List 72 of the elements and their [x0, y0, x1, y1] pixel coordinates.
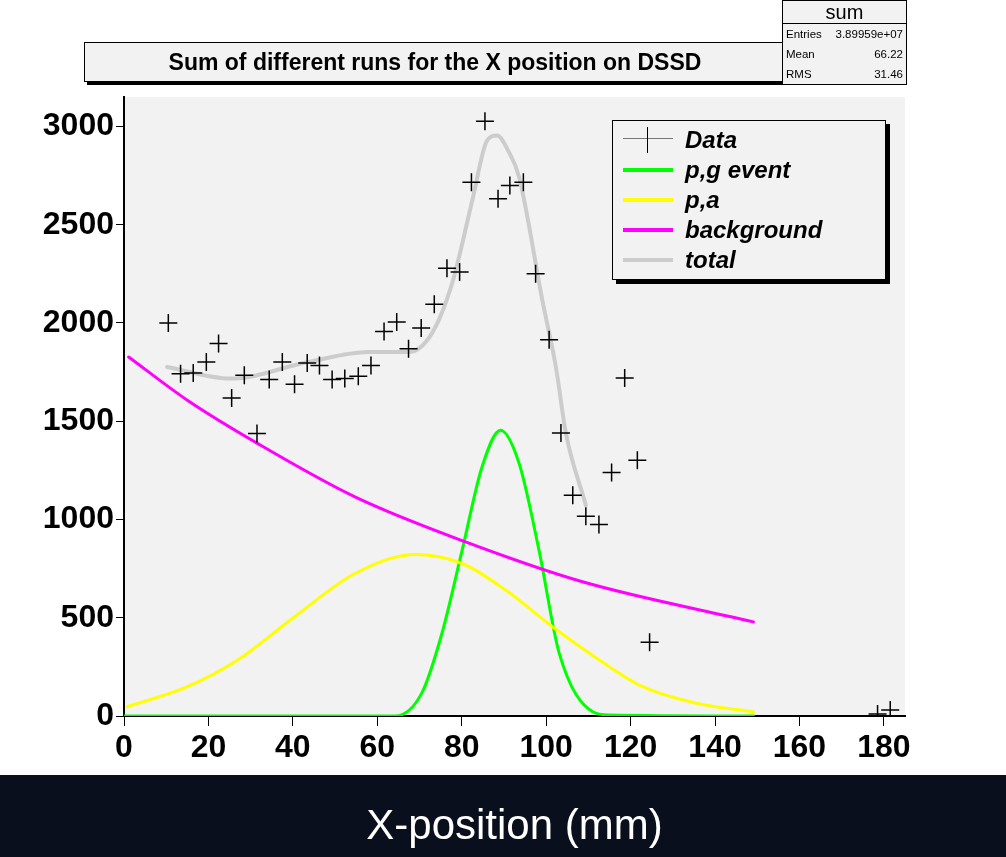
point — [488, 189, 508, 209]
point — [601, 462, 622, 483]
line-series — [165, 133, 588, 508]
point — [461, 172, 482, 193]
text: Mean — [786, 48, 815, 60]
point — [411, 318, 431, 338]
legend-label: background — [685, 216, 823, 244]
point — [348, 366, 369, 386]
point — [297, 353, 317, 373]
text: sum — [783, 1, 906, 24]
point — [589, 514, 609, 535]
line-series — [125, 552, 755, 714]
y-tick-label: 0 — [96, 695, 114, 732]
x-tick-label: 140 — [688, 728, 742, 765]
legend-label: p,a — [685, 186, 720, 214]
text: RMS — [786, 68, 812, 80]
legend-label: total — [685, 246, 736, 274]
point — [424, 294, 445, 315]
x-tick-label: 160 — [772, 728, 827, 765]
point — [576, 506, 596, 526]
y-tick-label: 3000 — [42, 106, 114, 143]
point — [449, 262, 470, 282]
point — [398, 338, 419, 359]
x-tick-label: 180 — [857, 728, 911, 765]
point — [284, 374, 305, 395]
chart-title: Sum of different runs for the X position on DSSD — [84, 42, 786, 82]
point — [475, 111, 495, 132]
point — [183, 363, 203, 383]
point — [247, 423, 267, 444]
point — [272, 352, 293, 372]
point — [158, 313, 179, 333]
y-tick-label: 2500 — [42, 204, 114, 241]
x-tick-label: 60 — [359, 728, 396, 765]
y-tick-label: 500 — [60, 597, 114, 634]
y-tick-label: 1000 — [42, 499, 114, 536]
x-tick-label: 120 — [603, 728, 658, 765]
legend-label: p,g event — [685, 156, 791, 184]
y-tick-label: 1500 — [42, 401, 114, 438]
point — [386, 312, 407, 332]
legend-label: Data — [685, 126, 738, 154]
point — [513, 172, 534, 193]
point — [234, 365, 255, 386]
line-series — [127, 355, 755, 624]
point — [563, 485, 583, 505]
point — [208, 333, 229, 354]
text: 31.46 — [874, 68, 903, 80]
x-tick-label: 40 — [275, 728, 311, 765]
point — [614, 368, 635, 388]
text: 3.89959e+07 — [835, 28, 903, 40]
x-axis-title: X-position (mm) — [366, 801, 663, 849]
line-series — [124, 428, 755, 716]
point — [322, 369, 342, 390]
point — [361, 355, 381, 376]
point — [500, 175, 520, 196]
x-tick-label: 100 — [519, 728, 573, 765]
text: 66.22 — [874, 48, 903, 60]
text: Entries — [786, 28, 822, 40]
point — [374, 321, 394, 342]
point — [639, 632, 660, 653]
point — [551, 423, 571, 443]
point — [335, 368, 355, 389]
point — [525, 263, 546, 284]
point — [221, 388, 242, 408]
point — [627, 450, 648, 471]
point — [196, 352, 217, 372]
point — [309, 355, 330, 376]
x-tick-label: 20 — [190, 728, 227, 765]
point — [259, 369, 279, 390]
x-tick-label: 80 — [443, 728, 480, 765]
y-tick-label: 2000 — [42, 302, 114, 339]
point — [437, 258, 457, 278]
point — [539, 329, 559, 350]
